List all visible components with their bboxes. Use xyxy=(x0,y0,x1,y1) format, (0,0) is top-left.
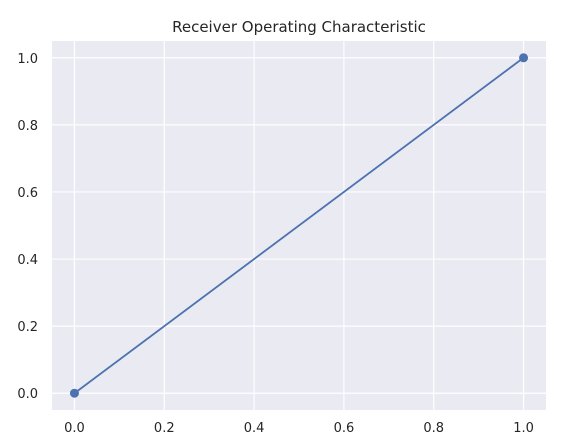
grid-lines xyxy=(52,41,546,410)
y-tick-label: 0.6 xyxy=(17,186,38,201)
x-tick-label: 0.8 xyxy=(423,421,444,436)
x-tick-label: 0.4 xyxy=(244,421,265,436)
data-point-marker xyxy=(69,388,79,398)
y-tick-label: 0.2 xyxy=(17,320,38,335)
x-axis-ticks: 0.0 0.2 0.4 0.6 0.8 1.0 xyxy=(64,421,534,436)
y-axis-ticks: 0.0 0.2 0.4 0.6 0.8 1.0 xyxy=(17,52,38,402)
x-tick-label: 0.2 xyxy=(154,421,175,436)
y-tick-label: 1.0 xyxy=(17,52,38,67)
y-tick-label: 0.8 xyxy=(17,119,38,134)
series-layer xyxy=(69,53,529,398)
chart-title: Receiver Operating Characteristic xyxy=(172,18,426,36)
y-tick-label: 0.0 xyxy=(17,387,38,402)
x-tick-label: 0.6 xyxy=(334,421,355,436)
x-tick-label: 0.0 xyxy=(64,421,85,436)
data-point-marker xyxy=(519,53,529,63)
series-line xyxy=(73,57,525,394)
x-tick-label: 1.0 xyxy=(513,421,534,436)
y-tick-label: 0.4 xyxy=(17,253,38,268)
